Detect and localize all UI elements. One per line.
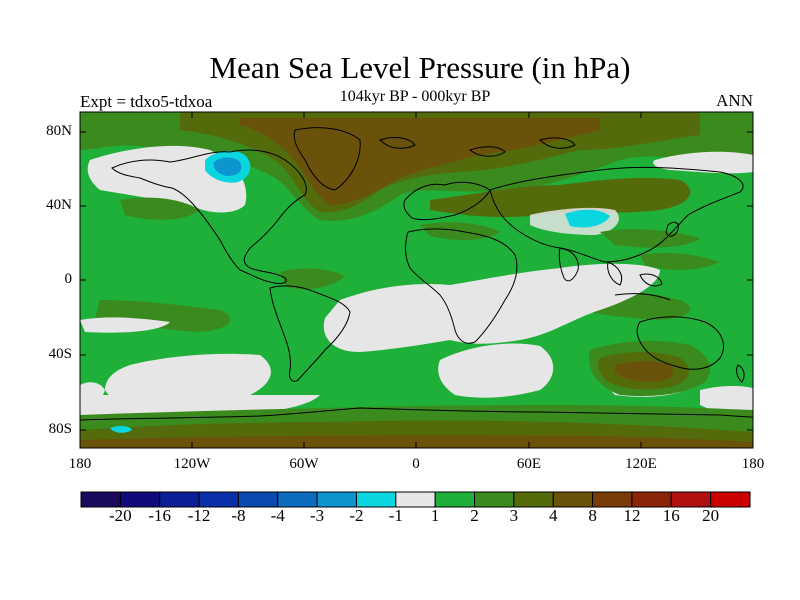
y-tick-label: 80N bbox=[46, 123, 72, 139]
colorbar-swatch bbox=[159, 491, 200, 508]
colorbar-label: -1 bbox=[388, 506, 403, 525]
colorbar-label: -20 bbox=[109, 506, 132, 525]
colorbar bbox=[80, 491, 751, 508]
colorbar-swatch bbox=[474, 491, 515, 508]
period-label: 104kyr BP - 000kyr BP bbox=[339, 88, 491, 105]
colorbar-label: 8 bbox=[588, 506, 597, 525]
y-tick-label: 0 bbox=[64, 271, 73, 287]
colorbar-swatch bbox=[119, 491, 161, 508]
y-tick-label: 80S bbox=[48, 421, 72, 437]
coastlines bbox=[80, 127, 753, 421]
colorbar-swatch bbox=[513, 491, 554, 508]
season-label: ANN bbox=[716, 91, 753, 110]
x-tick-label: 0 bbox=[412, 456, 420, 472]
experiment-label: Expt = tdxo5-tdxoa bbox=[80, 92, 213, 111]
colorbar-label: -16 bbox=[148, 506, 172, 525]
y-tick-label: 40N bbox=[46, 197, 72, 213]
colorbar-swatch bbox=[237, 491, 279, 508]
colorbar-label: 12 bbox=[623, 506, 641, 525]
colorbar-label: -4 bbox=[270, 506, 285, 525]
pressure-anomaly-field bbox=[80, 112, 753, 448]
colorbar-label: -12 bbox=[187, 506, 211, 525]
colorbar-swatch bbox=[670, 491, 712, 508]
colorbar-swatch bbox=[592, 491, 633, 508]
colorbar-label: 20 bbox=[702, 506, 720, 525]
colorbar-swatch bbox=[80, 491, 121, 508]
axis-ticks bbox=[80, 112, 753, 448]
colorbar-swatch bbox=[198, 491, 239, 508]
plot-title: Mean Sea Level Pressure (in hPa) bbox=[209, 50, 631, 85]
colorbar-label: 3 bbox=[509, 506, 519, 525]
colorbar-swatch bbox=[710, 491, 751, 508]
colorbar-swatch bbox=[552, 491, 594, 508]
colorbar-label: -2 bbox=[349, 506, 364, 525]
colorbar-label: -3 bbox=[310, 506, 325, 525]
colorbar-label: -8 bbox=[231, 506, 246, 525]
x-tick-label: 60W bbox=[289, 456, 319, 472]
x-tick-label: 180 bbox=[741, 456, 765, 472]
y-tick-label: 40S bbox=[48, 346, 72, 362]
colorbar-label: 4 bbox=[548, 506, 558, 525]
colorbar-swatch bbox=[631, 491, 672, 508]
colorbar-label: 1 bbox=[430, 506, 440, 525]
colorbar-swatch bbox=[316, 491, 357, 508]
colorbar-swatch bbox=[434, 491, 476, 508]
x-tick-label: 120W bbox=[173, 456, 211, 472]
colorbar-label: 16 bbox=[662, 506, 680, 525]
colorbar-swatch bbox=[395, 491, 436, 508]
colorbar-swatch bbox=[277, 491, 318, 508]
x-tick-label: 60E bbox=[516, 456, 542, 472]
colorbar-swatch bbox=[355, 491, 397, 508]
x-tick-label: 120E bbox=[625, 456, 657, 472]
colorbar-label: 2 bbox=[470, 506, 479, 525]
x-tick-label: 180 bbox=[68, 456, 92, 472]
